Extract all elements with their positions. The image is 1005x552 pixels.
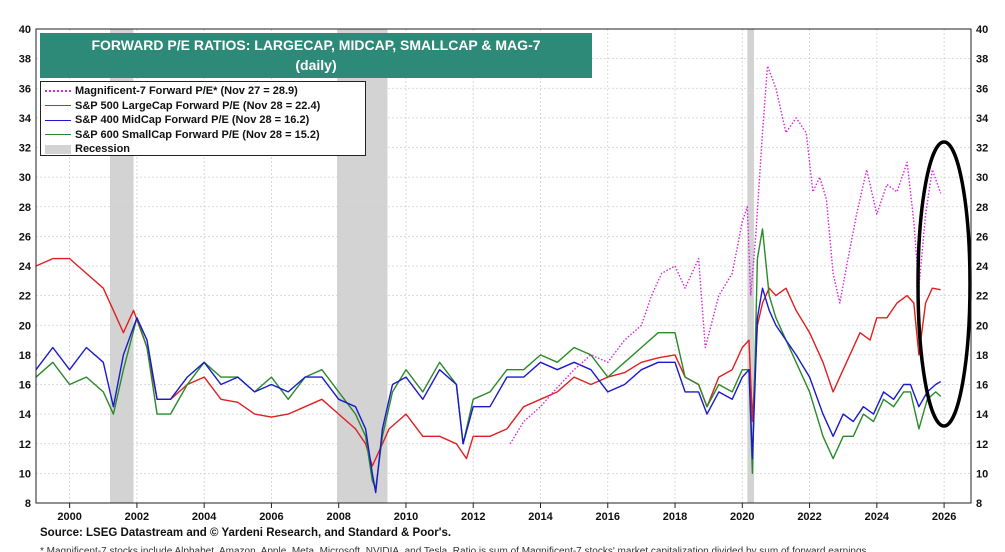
x-tick-label-2000: 2000 — [57, 511, 81, 523]
chart-subtitle: (daily) — [295, 57, 337, 73]
legend-item-recession: Recession — [45, 142, 361, 157]
y-tick-label-left-14: 14 — [19, 409, 32, 421]
recession-band-2 — [747, 29, 755, 503]
legend-swatch-sp400 — [45, 119, 71, 121]
legend-swatch-sp500 — [45, 105, 71, 107]
y-tick-label-right-16: 16 — [976, 380, 988, 392]
y-tick-label-left-8: 8 — [25, 498, 31, 510]
legend-swatch-recession — [45, 144, 71, 154]
legend-label-recession: Recession — [75, 143, 131, 156]
x-tick-label-2012: 2012 — [461, 511, 485, 523]
x-tick-label-2002: 2002 — [125, 511, 149, 523]
series-line-sp600 — [36, 228, 942, 489]
plot-border — [35, 28, 972, 504]
y-tick-label-left-26: 26 — [19, 231, 31, 243]
legend-label-mag7: Magnificent-7 Forward P/E* (Nov 27 = 28.… — [75, 85, 298, 98]
y-tick-label-right-38: 38 — [976, 54, 988, 66]
legend-item-sp500: S&P 500 LargeCap Forward P/E (Nov 28 = 2… — [45, 99, 361, 114]
x-tick-label-2008: 2008 — [326, 511, 350, 523]
y-tick-label-left-32: 32 — [19, 143, 31, 155]
y-tick-label-right-12: 12 — [976, 439, 988, 451]
y-tick-label-right-8: 8 — [976, 498, 982, 510]
y-tick-label-left-34: 34 — [19, 113, 32, 125]
chart-title: FORWARD P/E RATIOS: LARGECAP, MIDCAP, SM… — [91, 37, 541, 53]
y-tick-label-right-34: 34 — [976, 113, 989, 125]
y-tick-label-right-30: 30 — [976, 172, 988, 184]
legend-item-sp600: S&P 600 SmallCap Forward P/E (Nov 28 = 1… — [45, 128, 361, 143]
x-tick-label-2026: 2026 — [932, 511, 956, 523]
source-note: Source: LSEG Datastream and © Yardeni Re… — [40, 527, 452, 539]
x-tick-label-2010: 2010 — [394, 511, 418, 523]
legend-item-sp400: S&P 400 MidCap Forward P/E (Nov 28 = 16.… — [45, 113, 361, 128]
x-tick-label-2022: 2022 — [797, 511, 821, 523]
y-tick-label-right-20: 20 — [976, 320, 988, 332]
y-tick-label-left-10: 10 — [19, 468, 31, 480]
highlight-oval — [916, 140, 972, 428]
x-tick-label-2006: 2006 — [259, 511, 283, 523]
y-tick-label-left-24: 24 — [19, 261, 32, 273]
y-tick-label-right-36: 36 — [976, 83, 988, 95]
y-tick-label-right-10: 10 — [976, 468, 988, 480]
series-line-sp500 — [36, 257, 941, 467]
y-tick-label-left-22: 22 — [19, 291, 31, 303]
legend-swatch-mag7 — [45, 90, 71, 93]
y-tick-label-right-40: 40 — [976, 24, 988, 36]
chart-title-box: FORWARD P/E RATIOS: LARGECAP, MIDCAP, SM… — [40, 33, 592, 78]
y-tick-label-left-12: 12 — [19, 439, 31, 451]
legend-item-mag7: Magnificent-7 Forward P/E* (Nov 27 = 28.… — [45, 84, 361, 99]
y-tick-label-right-14: 14 — [976, 409, 989, 421]
y-tick-label-left-30: 30 — [19, 172, 31, 184]
y-tick-label-left-28: 28 — [19, 202, 31, 214]
footnote: * Magnificent-7 stocks include Alphabet,… — [40, 546, 870, 552]
y-tick-label-right-18: 18 — [976, 350, 988, 362]
legend-label-sp500: S&P 500 LargeCap Forward P/E (Nov 28 = 2… — [75, 99, 321, 112]
x-tick-label-2024: 2024 — [865, 511, 890, 523]
y-tick-label-left-36: 36 — [19, 83, 31, 95]
series-line-sp400 — [36, 287, 942, 494]
legend: Magnificent-7 Forward P/E* (Nov 27 = 28.… — [40, 81, 366, 156]
y-tick-label-right-26: 26 — [976, 231, 988, 243]
y-tick-label-left-16: 16 — [19, 380, 31, 392]
y-tick-label-left-38: 38 — [19, 54, 31, 66]
x-tick-label-2016: 2016 — [596, 511, 620, 523]
y-tick-label-left-18: 18 — [19, 350, 31, 362]
legend-label-sp600: S&P 600 SmallCap Forward P/E (Nov 28 = 1… — [75, 128, 320, 141]
y-tick-label-right-22: 22 — [976, 291, 988, 303]
x-tick-label-2018: 2018 — [663, 511, 687, 523]
y-tick-label-right-32: 32 — [976, 143, 988, 155]
legend-label-sp400: S&P 400 MidCap Forward P/E (Nov 28 = 16.… — [75, 114, 310, 127]
y-tick-label-right-24: 24 — [976, 261, 989, 273]
y-tick-label-left-40: 40 — [19, 24, 31, 36]
x-tick-label-2014: 2014 — [528, 511, 553, 523]
x-tick-label-2020: 2020 — [730, 511, 754, 523]
y-tick-label-left-20: 20 — [19, 320, 31, 332]
x-tick-label-2004: 2004 — [192, 511, 217, 523]
legend-swatch-sp600 — [45, 134, 71, 136]
y-tick-label-right-28: 28 — [976, 202, 988, 214]
series-line-mag7 — [509, 65, 942, 445]
